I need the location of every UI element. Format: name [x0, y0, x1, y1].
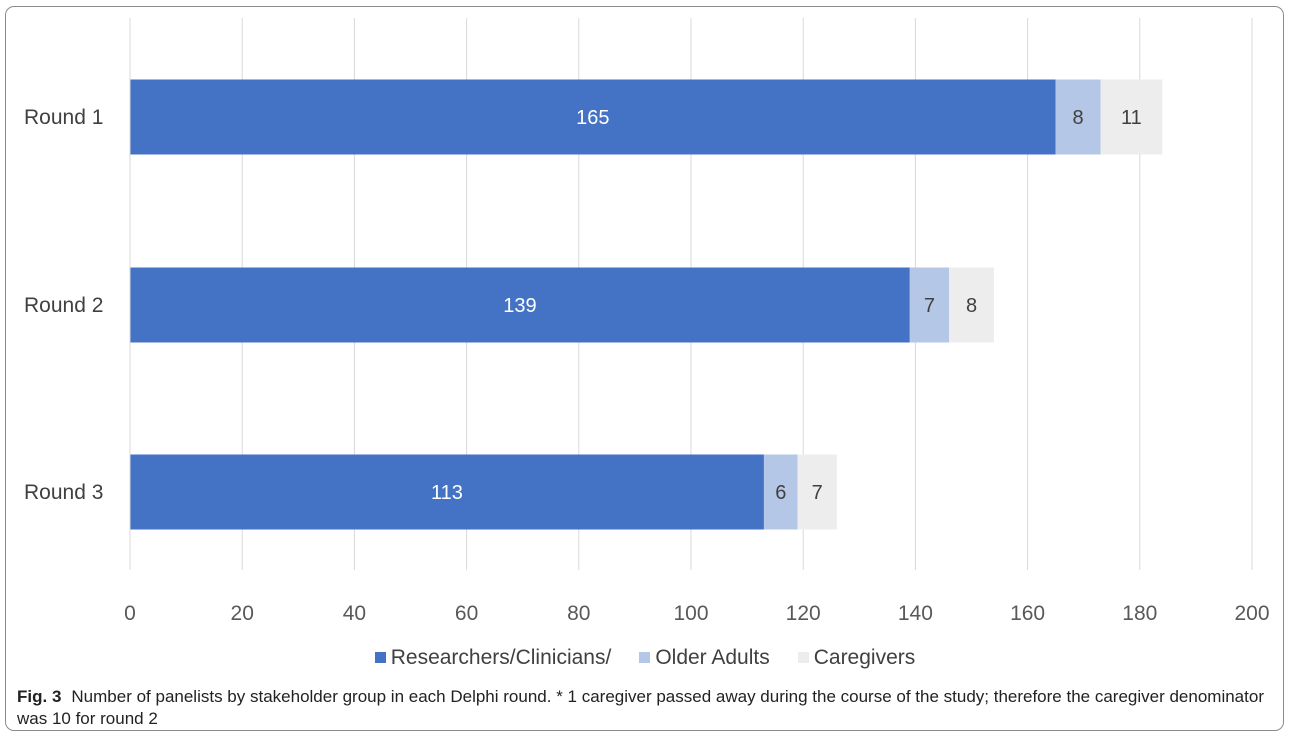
- x-tick-label: 40: [343, 602, 366, 625]
- data-label: 113: [431, 482, 463, 504]
- data-label: 6: [775, 482, 786, 504]
- x-tick-label: 20: [231, 602, 254, 625]
- figure-caption: Fig. 3 Number of panelists by stakeholder…: [17, 686, 1275, 730]
- data-label: 8: [966, 295, 977, 317]
- y-category-label: Round 3: [24, 481, 103, 504]
- data-label: 165: [576, 107, 609, 129]
- data-label: 7: [924, 295, 935, 317]
- x-tick-label: 100: [673, 602, 708, 625]
- data-label: 11: [1121, 107, 1142, 129]
- legend-item: Older Adults: [639, 646, 770, 670]
- bar-segment: [130, 267, 910, 343]
- x-tick-label: 140: [898, 602, 933, 625]
- data-label: 7: [812, 482, 823, 504]
- x-tick-label: 60: [455, 602, 478, 625]
- caption-text: Number of panelists by stakeholder group…: [17, 687, 1264, 728]
- bar-segment: [909, 267, 950, 343]
- x-tick-label: 180: [1122, 602, 1157, 625]
- chart-legend: Researchers/Clinicians/Older Adults Careg…: [0, 646, 1290, 670]
- legend-item: Caregivers: [797, 646, 916, 670]
- legend-label: Older Adults: [655, 646, 770, 670]
- data-label: 139: [503, 295, 536, 317]
- stacked-bar-chart: 0 20 40 60 80 100 120 140 160 180 200 Round 1 165 8 11…: [24, 18, 1270, 625]
- x-tick-label: 200: [1234, 602, 1269, 625]
- y-category-label: Round 1: [24, 106, 103, 129]
- x-tick-label: 160: [1010, 602, 1045, 625]
- legend-swatch: [639, 652, 651, 664]
- legend-item: Researchers/Clinicians/: [374, 646, 612, 670]
- legend-swatch: [797, 652, 809, 664]
- bar-segment: [130, 454, 764, 530]
- x-tick-label: 0: [124, 602, 136, 625]
- x-tick-label: 80: [567, 602, 590, 625]
- legend-label: Researchers/Clinicians/: [390, 646, 612, 670]
- x-tick-label: 120: [786, 602, 821, 625]
- bar-segment: [949, 267, 994, 343]
- bar-segment: [1100, 79, 1163, 155]
- figure-frame: [5, 6, 1284, 731]
- legend-label: Caregivers: [813, 646, 916, 670]
- bar-segment: [763, 454, 798, 530]
- bar-segment: [1055, 79, 1101, 155]
- legend-swatch: [374, 652, 386, 664]
- caption-label: Fig. 3: [17, 687, 62, 706]
- bar-segment: [797, 454, 837, 530]
- y-category-label: Round 2: [24, 294, 103, 317]
- bar-segment: [130, 79, 1056, 155]
- data-label: 8: [1073, 107, 1084, 129]
